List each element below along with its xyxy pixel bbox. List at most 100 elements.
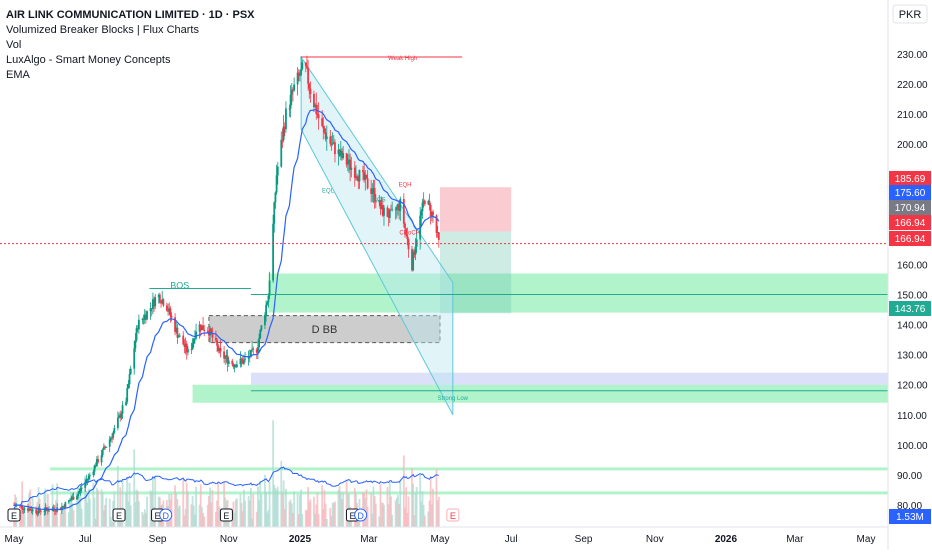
candle-body — [349, 159, 352, 170]
volume-bar — [296, 494, 299, 527]
candle-body — [362, 169, 364, 173]
volume-bar — [422, 504, 425, 527]
candle-body — [48, 510, 50, 512]
candle-body — [386, 207, 389, 217]
volume-ma-line — [13, 466, 439, 509]
candle-body — [79, 488, 82, 491]
volume-bar — [290, 503, 293, 527]
candle-body — [308, 83, 311, 89]
candle-body — [62, 506, 64, 507]
target-zone — [440, 231, 512, 314]
candle-body — [280, 139, 283, 167]
candle-body — [215, 337, 217, 341]
candle-body — [297, 72, 300, 76]
candle-body — [202, 325, 204, 330]
dividend-marker — [159, 508, 173, 522]
descending-channel — [300, 55, 454, 416]
candle-body — [192, 338, 195, 344]
candle-body — [251, 348, 253, 350]
event-marker-label: E — [349, 511, 355, 521]
candle-body — [423, 200, 426, 205]
volume-bar — [187, 491, 189, 527]
volume-bar — [283, 509, 286, 527]
candle-body — [95, 459, 98, 467]
volume-bar — [325, 518, 328, 527]
volume-bar — [85, 490, 88, 527]
candle-body — [85, 480, 88, 483]
candle-body — [154, 297, 157, 307]
candle-body — [87, 475, 90, 479]
volume-bar — [217, 483, 220, 527]
candle-body — [357, 179, 360, 182]
volume-bar — [405, 487, 408, 527]
volume-bar — [244, 500, 246, 527]
candle-body — [232, 364, 235, 368]
volume-bar — [394, 500, 397, 527]
indicator-label-volume[interactable]: Vol — [6, 39, 22, 51]
volume-bar — [429, 476, 432, 527]
volume-bar — [185, 482, 188, 527]
volume-bar — [206, 504, 209, 527]
currency-badge[interactable]: PKR — [892, 4, 928, 24]
volume-bar — [337, 489, 340, 527]
candle-body — [226, 355, 229, 364]
candle-body — [185, 343, 188, 353]
candle-body — [334, 142, 336, 155]
candle-body — [182, 335, 185, 345]
candle-body — [112, 432, 115, 438]
candle-body — [76, 495, 78, 500]
candle-body — [216, 340, 218, 346]
candle-body — [317, 114, 320, 119]
candle-body — [55, 510, 57, 512]
price-label-bg — [889, 171, 931, 186]
volume-bar — [141, 512, 144, 527]
indicator-label-smart-money[interactable]: LuxAlgo - Smart Money Concepts — [6, 54, 171, 66]
volume-bar — [97, 490, 99, 527]
volume-bar — [175, 492, 178, 527]
indicator-label-breaker-blocks[interactable]: Volumized Breaker Blocks | Flux Charts — [6, 24, 199, 36]
volume-bar — [51, 484, 54, 527]
candle-body — [116, 417, 119, 428]
candle-body — [414, 246, 417, 255]
volume-bar — [243, 489, 245, 527]
volume-bar — [146, 496, 148, 527]
x-tick-label: Jul — [79, 534, 92, 545]
candle-body — [170, 315, 173, 318]
volume-bar — [77, 486, 80, 527]
breaker-zone — [268, 273, 889, 313]
candle-body — [264, 314, 266, 326]
volume-bar — [52, 506, 55, 527]
indicator-label-ema[interactable]: EMA — [6, 69, 30, 81]
volume-bar — [412, 483, 415, 527]
structure-label: EQL — [322, 188, 335, 194]
candle-body — [210, 328, 213, 334]
x-tick-label: Mar — [360, 534, 378, 545]
volume-bar — [210, 502, 213, 527]
candle-body — [199, 324, 202, 331]
candle-body — [146, 311, 148, 320]
x-tick-label: Sep — [575, 534, 593, 545]
candle-body — [374, 200, 377, 203]
volume-bar — [100, 489, 103, 527]
candle-body — [23, 508, 26, 510]
volume-bar — [211, 490, 214, 527]
price-label-bg — [889, 231, 931, 246]
candle-body — [283, 126, 286, 130]
volume-bar — [374, 503, 377, 527]
price-label-bg — [889, 301, 931, 316]
volume-bar — [378, 516, 381, 527]
candle-body — [293, 84, 296, 91]
y-tick-label: 110.00 — [897, 411, 927, 422]
volume-bar — [388, 481, 391, 527]
candle-body — [108, 439, 111, 447]
price-label: 170.94 — [895, 203, 926, 214]
zone-label: D BB — [312, 324, 338, 336]
chart-title[interactable]: AIR LINK COMMUNICATION LIMITED · 1D · PS… — [6, 9, 255, 21]
volume-bar — [101, 492, 104, 527]
volume-bar — [111, 521, 113, 527]
volume-bar — [190, 504, 193, 527]
volume-bar — [233, 512, 236, 527]
candle-body — [22, 509, 25, 510]
